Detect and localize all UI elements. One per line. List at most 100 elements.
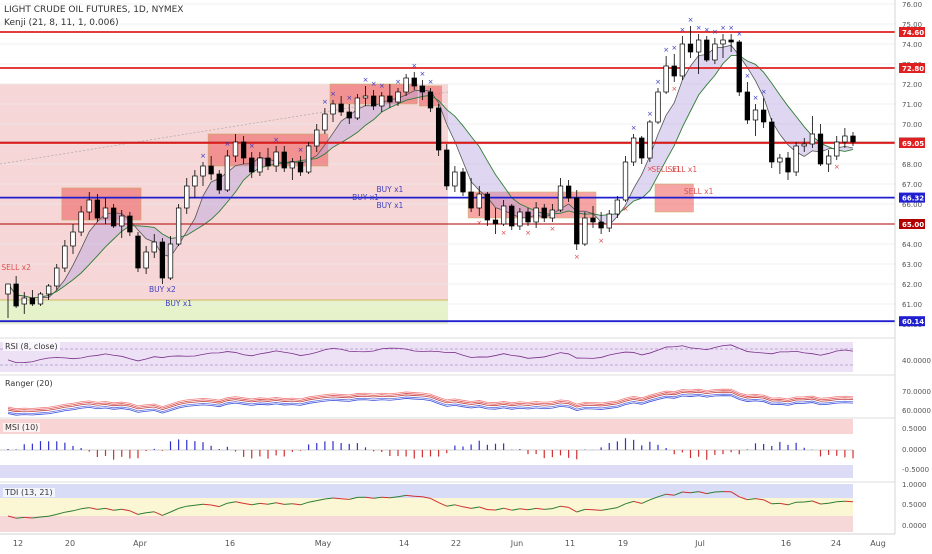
level-tag-label: 60.14	[902, 318, 924, 326]
candle[interactable]	[306, 142, 311, 174]
up-candle-body	[379, 96, 384, 106]
msi-upper-band	[0, 419, 853, 434]
down-candle-body	[566, 186, 571, 198]
down-candle-body	[428, 92, 433, 108]
candle[interactable]	[176, 204, 181, 246]
signal-label: BUY x1	[165, 299, 192, 308]
candle[interactable]	[680, 36, 685, 80]
candle[interactable]	[453, 166, 458, 192]
up-candle-body	[355, 98, 360, 118]
candle[interactable]	[136, 232, 141, 272]
tdi-segment	[593, 510, 601, 511]
red-x-marker: ×	[598, 237, 604, 245]
up-candle-body	[713, 44, 718, 60]
blue-x-marker: ×	[712, 28, 718, 36]
price-tick-label: 72.00	[902, 81, 922, 89]
candle[interactable]	[225, 150, 230, 192]
price-tick-label: 64.00	[902, 241, 922, 249]
candle[interactable]	[623, 156, 628, 202]
candle[interactable]	[648, 120, 653, 162]
signal-label: SELL x2	[1, 263, 31, 272]
blue-x-marker: ×	[744, 72, 750, 80]
blue-x-marker: ×	[273, 136, 279, 144]
down-candle-body	[339, 104, 344, 112]
tdi-lower-band	[0, 516, 853, 532]
price-tick-label: 63.00	[902, 261, 922, 269]
down-candle-body	[761, 110, 766, 122]
x-tick-label: May	[315, 539, 332, 548]
down-candle-body	[128, 216, 133, 232]
down-candle-body	[111, 208, 116, 226]
candle[interactable]	[672, 54, 677, 82]
candle[interactable]	[769, 118, 774, 168]
blue-x-marker: ×	[346, 94, 352, 102]
down-candle-body	[737, 42, 742, 92]
up-candle-body	[477, 194, 482, 208]
x-tick-label: 16	[781, 539, 791, 548]
red-x-marker: ×	[525, 229, 531, 237]
consolidation-box	[62, 188, 141, 220]
blue-x-marker: ×	[200, 152, 206, 160]
candle[interactable]	[794, 142, 799, 176]
down-candle-body	[436, 108, 441, 150]
ranger-line	[8, 396, 853, 416]
candle[interactable]	[38, 292, 43, 306]
candle[interactable]	[713, 38, 718, 64]
red-x-marker: ×	[574, 253, 580, 261]
candle[interactable]	[54, 264, 59, 290]
down-candle-body	[704, 40, 709, 60]
candle[interactable]	[704, 36, 709, 62]
candle[interactable]	[160, 238, 165, 284]
up-candle-body	[168, 244, 173, 278]
blue-x-marker: ×	[411, 62, 417, 70]
candle[interactable]	[355, 94, 360, 120]
candle[interactable]	[558, 178, 563, 212]
candle[interactable]	[810, 116, 815, 148]
down-candle-body	[209, 166, 214, 174]
candle[interactable]	[786, 152, 791, 180]
up-candle-body	[404, 78, 409, 92]
candle[interactable]	[688, 26, 693, 58]
down-candle-body	[347, 112, 352, 118]
candle[interactable]	[843, 128, 848, 148]
candle[interactable]	[444, 144, 449, 190]
candle[interactable]	[574, 190, 579, 250]
candle[interactable]	[737, 40, 742, 96]
candle[interactable]	[664, 56, 669, 94]
up-candle-body	[71, 232, 76, 246]
candle[interactable]	[607, 210, 612, 232]
tdi-pane-label: TDI (13, 21)	[3, 488, 55, 497]
down-candle-body	[542, 208, 547, 218]
candle[interactable]	[753, 104, 758, 136]
tdi-mid-band	[0, 498, 853, 516]
down-candle-body	[30, 298, 35, 304]
down-candle-body	[95, 200, 100, 218]
up-candle-body	[558, 186, 563, 210]
candle[interactable]	[485, 192, 490, 226]
down-candle-body	[509, 206, 514, 226]
candle[interactable]	[631, 134, 636, 166]
candle[interactable]	[436, 104, 441, 156]
down-candle-body	[639, 138, 644, 158]
candle[interactable]	[461, 168, 466, 196]
blue-x-marker: ×	[663, 46, 669, 54]
candle[interactable]	[826, 150, 831, 172]
level-tag-label: 72.80	[902, 65, 924, 73]
down-candle-body	[136, 236, 141, 268]
down-candle-body	[241, 142, 246, 158]
candle[interactable]	[834, 136, 839, 160]
price-tick-label: 68.00	[902, 161, 922, 169]
down-candle-body	[469, 192, 474, 208]
blue-x-marker: ×	[696, 24, 702, 32]
tdi-upper-band	[0, 484, 853, 498]
blue-x-marker: ×	[679, 26, 685, 34]
up-candle-body	[501, 206, 506, 224]
candle[interactable]	[509, 204, 514, 230]
blue-x-marker: ×	[761, 88, 767, 96]
candle[interactable]	[818, 124, 823, 166]
down-candle-body	[420, 86, 425, 92]
candle[interactable]	[745, 82, 750, 124]
candle[interactable]	[639, 136, 644, 164]
candle[interactable]	[656, 88, 661, 124]
